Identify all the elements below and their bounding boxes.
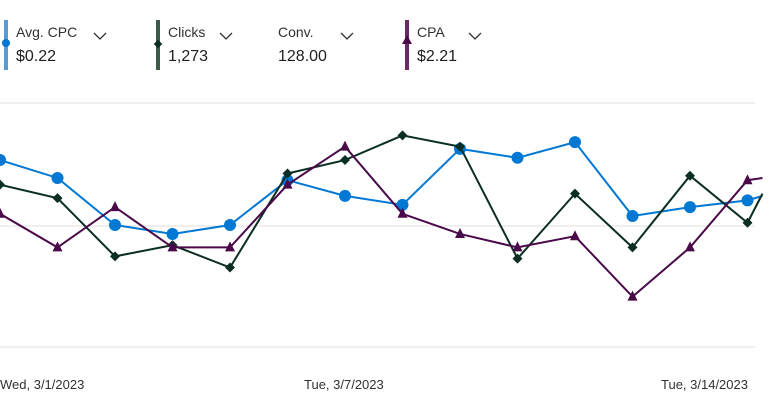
x-tick-label: Tue, 3/7/2023: [304, 377, 384, 392]
metric-avg-cpc[interactable]: Avg. CPC $0.22: [2, 18, 134, 74]
data-point[interactable]: [52, 241, 63, 252]
chevron-down-icon[interactable]: [467, 28, 483, 44]
data-point[interactable]: [225, 241, 235, 252]
avg-cpc-value: $0.22: [16, 48, 57, 65]
data-point[interactable]: [340, 155, 350, 166]
avg-cpc-circle-marker-icon: [2, 39, 10, 47]
data-point[interactable]: [455, 141, 465, 152]
data-point[interactable]: [0, 154, 6, 167]
clicks-value: 1,273: [168, 48, 209, 65]
metric-clicks[interactable]: Clicks 1,273: [153, 18, 286, 74]
data-point[interactable]: [511, 151, 524, 164]
data-point[interactable]: [741, 194, 754, 207]
data-point[interactable]: [742, 174, 753, 185]
data-point[interactable]: [627, 242, 638, 253]
chevron-down-icon[interactable]: [339, 28, 355, 44]
data-point[interactable]: [110, 201, 120, 212]
data-point[interactable]: [570, 188, 580, 199]
cpa-label: CPA: [417, 24, 445, 40]
data-point[interactable]: [0, 207, 5, 218]
data-point[interactable]: [685, 241, 695, 252]
data-point[interactable]: [282, 168, 293, 179]
data-point[interactable]: [51, 171, 64, 184]
conv-label: Conv.: [278, 24, 314, 40]
clicks-label: Clicks: [168, 24, 206, 40]
data-point[interactable]: [166, 227, 179, 240]
metric-cpa[interactable]: CPA $2.21: [402, 18, 535, 74]
data-point[interactable]: [569, 136, 581, 149]
data-point[interactable]: [224, 219, 236, 231]
chevron-down-icon[interactable]: [218, 28, 234, 44]
avg-cpc-label: Avg. CPC: [16, 24, 78, 40]
data-point[interactable]: [512, 253, 523, 264]
data-point[interactable]: [626, 210, 639, 223]
x-tick-label: Tue, 3/14/2023: [661, 377, 748, 392]
data-point[interactable]: [627, 290, 638, 301]
data-point[interactable]: [225, 262, 235, 273]
data-point[interactable]: [340, 140, 350, 151]
data-point[interactable]: [570, 230, 580, 241]
data-point[interactable]: [282, 178, 293, 189]
data-point[interactable]: [455, 227, 465, 238]
data-point[interactable]: [512, 241, 523, 252]
data-point[interactable]: [397, 130, 408, 141]
metric-selector-bar: Avg. CPC $0.22 Clicks 1,273 Conv. 128.00…: [0, 18, 771, 78]
data-point[interactable]: [742, 217, 753, 228]
data-point[interactable]: [685, 170, 695, 181]
cpa-color-bar: [405, 20, 409, 70]
conv-value: 128.00: [278, 48, 327, 65]
data-point[interactable]: [109, 219, 121, 231]
data-point[interactable]: [397, 207, 408, 218]
data-point[interactable]: [167, 241, 178, 252]
data-point[interactable]: [339, 189, 351, 202]
data-point[interactable]: [684, 201, 696, 214]
data-point[interactable]: [52, 193, 63, 204]
data-point[interactable]: [0, 179, 5, 190]
data-point[interactable]: [396, 198, 409, 211]
cpa-value: $2.21: [417, 48, 458, 65]
x-tick-label: Wed, 3/1/2023: [0, 377, 85, 392]
metric-conv[interactable]: Conv. 128.00: [266, 18, 396, 74]
chevron-down-icon[interactable]: [92, 28, 108, 44]
cpa-triangle-marker-icon: [402, 35, 412, 44]
data-point[interactable]: [110, 251, 120, 262]
